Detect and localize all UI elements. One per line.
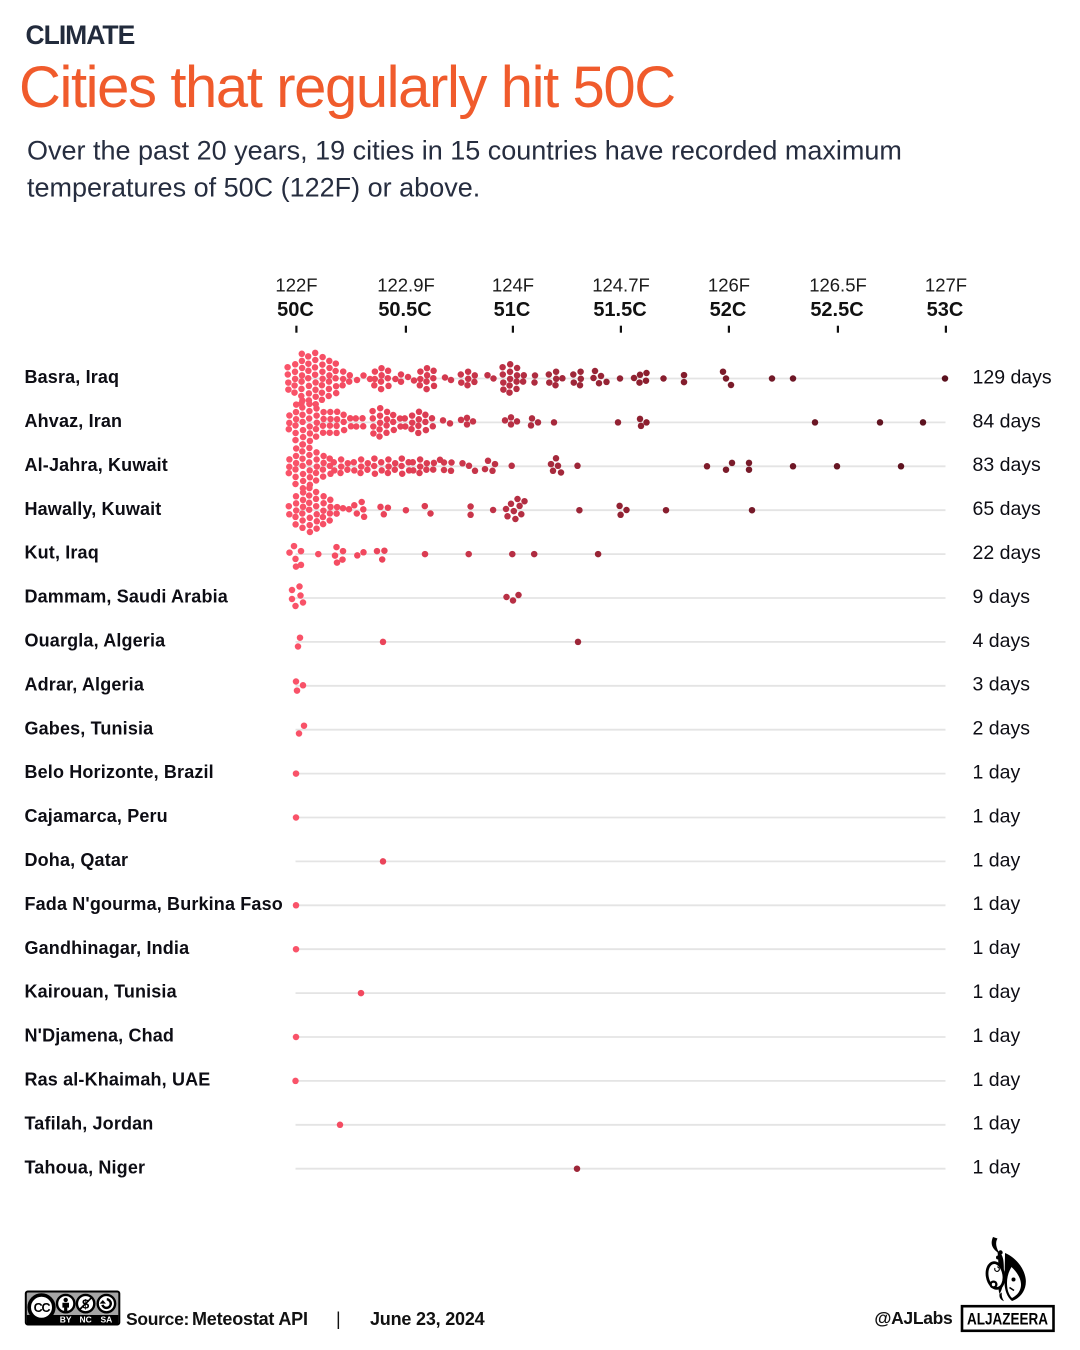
svg-text:9 days: 9 days <box>973 586 1031 608</box>
svg-text:ALJAZEERA: ALJAZEERA <box>967 1310 1048 1329</box>
svg-text:Al-Jahra, Kuwait: Al-Jahra, Kuwait <box>25 455 168 475</box>
svg-text:Tafilah, Jordan: Tafilah, Jordan <box>25 1113 154 1133</box>
svg-text:NC: NC <box>79 1315 91 1325</box>
svg-text:1 day: 1 day <box>973 1157 1021 1179</box>
svg-text:Ahvaz, Iran: Ahvaz, Iran <box>25 411 123 431</box>
svg-text:Ras al-Khaimah, UAE: Ras al-Khaimah, UAE <box>25 1070 211 1090</box>
svg-text:127F: 127F <box>925 275 967 296</box>
svg-text:1 day: 1 day <box>973 893 1021 915</box>
svg-text:June 23, 2024: June 23, 2024 <box>370 1309 485 1329</box>
svg-text:124F: 124F <box>492 275 534 296</box>
svg-text:Hawally, Kuwait: Hawally, Kuwait <box>25 499 162 519</box>
svg-text:Meteostat API: Meteostat API <box>192 1309 308 1329</box>
svg-text:Kut, Iraq: Kut, Iraq <box>25 543 99 563</box>
svg-text:Tahoua, Niger: Tahoua, Niger <box>25 1157 146 1177</box>
svg-text:124.7F: 124.7F <box>592 275 650 296</box>
svg-text:Gabes, Tunisia: Gabes, Tunisia <box>25 718 155 738</box>
svg-text:Fada N'gourma, Burkina Faso: Fada N'gourma, Burkina Faso <box>25 894 283 914</box>
svg-text:Kairouan, Tunisia: Kairouan, Tunisia <box>25 982 178 1002</box>
svg-text:|: | <box>336 1309 341 1329</box>
svg-text:3 days: 3 days <box>973 674 1031 696</box>
svg-text:Basra, Iraq: Basra, Iraq <box>25 367 120 387</box>
svg-text:Adrar, Algeria: Adrar, Algeria <box>25 674 145 694</box>
svg-text:126.5F: 126.5F <box>809 275 867 296</box>
svg-text:51C: 51C <box>494 299 531 321</box>
svg-text:122.9F: 122.9F <box>377 275 435 296</box>
svg-text:1 day: 1 day <box>973 805 1021 827</box>
svg-text:126F: 126F <box>708 275 750 296</box>
svg-text:1 day: 1 day <box>973 937 1021 959</box>
svg-text:Doha, Qatar: Doha, Qatar <box>25 850 129 870</box>
svg-text:51.5C: 51.5C <box>593 299 646 321</box>
svg-text:Dammam, Saudi Arabia: Dammam, Saudi Arabia <box>25 587 229 607</box>
svg-text:Gandhinagar, India: Gandhinagar, India <box>25 938 191 958</box>
svg-text:Ouargla, Algeria: Ouargla, Algeria <box>25 631 167 651</box>
svg-text:53C: 53C <box>927 299 964 321</box>
svg-text:@AJLabs: @AJLabs <box>874 1308 953 1328</box>
svg-text:BY: BY <box>60 1315 72 1325</box>
svg-text:Cities that regularly hit 50C: Cities that regularly hit 50C <box>19 55 675 120</box>
svg-text:temperatures of 50C (122F) or: temperatures of 50C (122F) or above. <box>27 173 480 203</box>
svg-text:Cajamarca, Peru: Cajamarca, Peru <box>25 806 168 826</box>
svg-text:122F: 122F <box>275 275 317 296</box>
svg-text:N'Djamena, Chad: N'Djamena, Chad <box>25 1026 175 1046</box>
svg-text:83 days: 83 days <box>973 454 1042 476</box>
svg-text:1 day: 1 day <box>973 1069 1021 1091</box>
svg-text:22 days: 22 days <box>973 542 1042 564</box>
svg-text:CLIMATE: CLIMATE <box>26 20 135 50</box>
svg-text:2 days: 2 days <box>973 718 1031 740</box>
svg-text:1 day: 1 day <box>973 849 1021 871</box>
svg-text:1 day: 1 day <box>973 762 1021 784</box>
svg-text:4 days: 4 days <box>973 630 1031 652</box>
svg-text:129 days: 129 days <box>973 366 1052 388</box>
svg-text:50C: 50C <box>277 299 314 321</box>
svg-text:CC: CC <box>34 1301 51 1315</box>
svg-text:84 days: 84 days <box>973 410 1042 432</box>
svg-text:65 days: 65 days <box>973 498 1042 520</box>
svg-text:50.5C: 50.5C <box>378 299 431 321</box>
svg-text:SA: SA <box>100 1315 112 1325</box>
svg-text:Belo Horizonte, Brazil: Belo Horizonte, Brazil <box>25 762 214 782</box>
svg-text:Over the past 20 years, 19 cit: Over the past 20 years, 19 cities in 15 … <box>27 136 902 166</box>
svg-text:Source:: Source: <box>126 1309 189 1329</box>
svg-text:1 day: 1 day <box>973 981 1021 1003</box>
svg-text:52C: 52C <box>710 299 747 321</box>
svg-text:1 day: 1 day <box>973 1113 1021 1135</box>
svg-text:52.5C: 52.5C <box>810 299 863 321</box>
svg-text:1 day: 1 day <box>973 1025 1021 1047</box>
